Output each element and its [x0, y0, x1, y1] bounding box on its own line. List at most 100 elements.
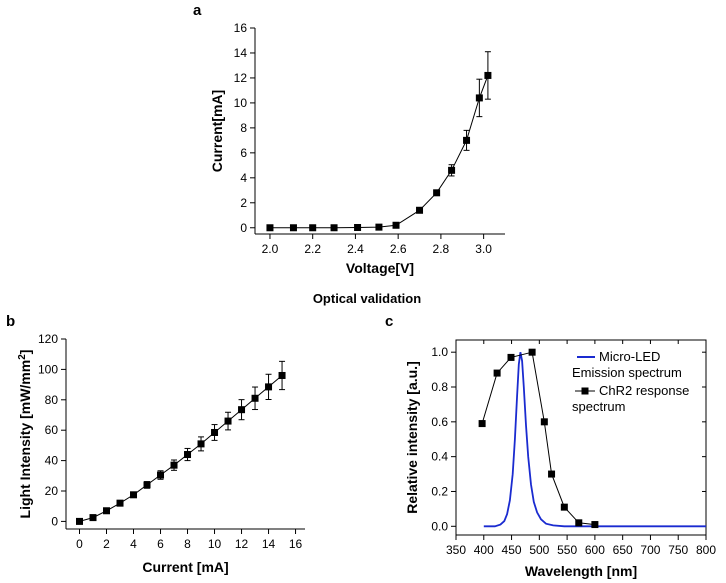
- y-tick-label: 20: [45, 484, 59, 498]
- data-point: [392, 221, 400, 229]
- y-tick-label: 4: [240, 171, 247, 185]
- x-tick-label: 350: [446, 543, 466, 557]
- y-tick-label: 12: [234, 71, 248, 85]
- data-point: [416, 206, 424, 214]
- data-point: [309, 224, 317, 232]
- x-tick-label: 0: [76, 537, 83, 551]
- y-tick-label: 80: [45, 393, 59, 407]
- data-point: [89, 514, 97, 522]
- data-point: [251, 394, 259, 402]
- x-axis-label: Current [mA]: [142, 559, 228, 575]
- data-point: [330, 224, 338, 232]
- legend-label-chr2-2: spectrum: [572, 399, 625, 414]
- x-tick-label: 4: [130, 537, 137, 551]
- x-axis-label: Voltage[V]: [346, 260, 414, 276]
- data-point: [484, 71, 492, 79]
- panel-label-a: a: [193, 2, 202, 19]
- x-tick-label: 2.0: [262, 242, 279, 256]
- data-point: [116, 499, 124, 507]
- data-point: [448, 166, 456, 174]
- data-point: [265, 383, 273, 391]
- x-tick-label: 10: [208, 537, 222, 551]
- data-point: [170, 461, 178, 469]
- x-tick-label: 2.6: [390, 242, 407, 256]
- x-axis-label: Wavelength [nm]: [525, 563, 637, 579]
- x-tick-label: 2.4: [347, 242, 364, 256]
- data-point: [540, 418, 548, 426]
- data-point: [197, 440, 205, 448]
- x-tick-label: 800: [696, 543, 716, 557]
- x-tick-label: 3.0: [475, 242, 492, 256]
- x-tick-label: 550: [557, 543, 577, 557]
- x-tick-label: 750: [668, 543, 688, 557]
- data-point: [548, 470, 556, 478]
- x-tick-label: 12: [235, 537, 249, 551]
- data-point: [130, 491, 138, 499]
- data-point: [591, 521, 599, 529]
- y-tick-label: 16: [234, 21, 248, 35]
- data-point: [238, 406, 246, 414]
- x-tick-label: 600: [585, 543, 605, 557]
- y-tick-label: 1.0: [431, 345, 448, 359]
- y-tick-label: 0.8: [431, 380, 448, 394]
- y-axis-label: Current[mA]: [209, 90, 225, 172]
- x-tick-label: 450: [502, 543, 522, 557]
- x-tick-label: 650: [613, 543, 633, 557]
- y-axis-label-sup: 2: [17, 354, 28, 360]
- y-axis-label: Relative intensity [a.u.]: [404, 361, 420, 513]
- x-tick-label: 500: [529, 543, 549, 557]
- y-axis-label: Light Intensity [mW/mm2]: [17, 350, 33, 519]
- y-tick-label: 10: [234, 96, 248, 110]
- y-tick-label: 8: [240, 121, 247, 135]
- y-tick-label: 0: [240, 221, 247, 235]
- y-tick-label: 6: [240, 146, 247, 160]
- data-point: [375, 223, 383, 231]
- data-point: [528, 348, 536, 356]
- chart-b: 0 2 4 6 8 10 12 14 16 0 20 40 60 80 100 120 Current [mA]…: [17, 332, 305, 575]
- data-point: [184, 451, 192, 459]
- data-point: [560, 503, 568, 511]
- data-point: [478, 420, 486, 428]
- data-point: [278, 371, 286, 379]
- y-tick-label: 0: [51, 514, 58, 528]
- legend-label-micro-led: Micro-LED: [599, 349, 660, 364]
- y-tick-label: 40: [45, 454, 59, 468]
- panel-label-b: b: [6, 313, 15, 330]
- x-tick-label: 700: [640, 543, 660, 557]
- x-tick-label: 14: [262, 537, 276, 551]
- data-point: [475, 94, 483, 102]
- legend-swatch-chr2-marker: [581, 387, 589, 395]
- data-point: [575, 519, 583, 527]
- x-tick-label: 400: [474, 543, 494, 557]
- y-tick-label: 120: [38, 332, 58, 346]
- y-tick-label: 0.6: [431, 415, 448, 429]
- y-tick-label: 100: [38, 362, 58, 376]
- data-point: [463, 136, 471, 144]
- x-tick-label: 16: [289, 537, 303, 551]
- chart-c: 350 400 450 500 550 600 650 700 750 800 0.0 0.2 0.4 0…: [404, 339, 716, 579]
- y-axis-label-main: Light Intensity [mW/mm: [17, 360, 33, 519]
- data-point: [433, 189, 441, 197]
- data-point: [493, 369, 501, 377]
- data-point: [266, 224, 274, 232]
- series-line-0: [483, 352, 706, 528]
- section-title: Optical validation: [313, 291, 421, 306]
- data-point: [289, 224, 297, 232]
- legend-label-micro-led-2: Emission spectrum: [572, 365, 682, 380]
- y-tick-label: 0.0: [431, 519, 448, 533]
- data-point: [354, 224, 362, 232]
- y-axis-label-end: ]: [17, 350, 33, 355]
- data-point: [157, 471, 165, 479]
- data-point: [76, 517, 84, 525]
- x-tick-label: 2: [103, 537, 110, 551]
- legend-label-chr2: ChR2 response: [599, 383, 689, 398]
- y-tick-label: 0.2: [431, 484, 448, 498]
- y-tick-label: 2: [240, 196, 247, 210]
- data-point: [143, 481, 151, 489]
- x-tick-label: 2.8: [433, 242, 450, 256]
- data-point: [224, 417, 232, 425]
- x-tick-label: 2.2: [304, 242, 321, 256]
- chart-a: 2.0 2.2 2.4 2.6 2.8 3.0 0 2 4 6 8 10 12 14 16 Voltage[V…: [209, 21, 505, 276]
- data-point: [211, 428, 219, 436]
